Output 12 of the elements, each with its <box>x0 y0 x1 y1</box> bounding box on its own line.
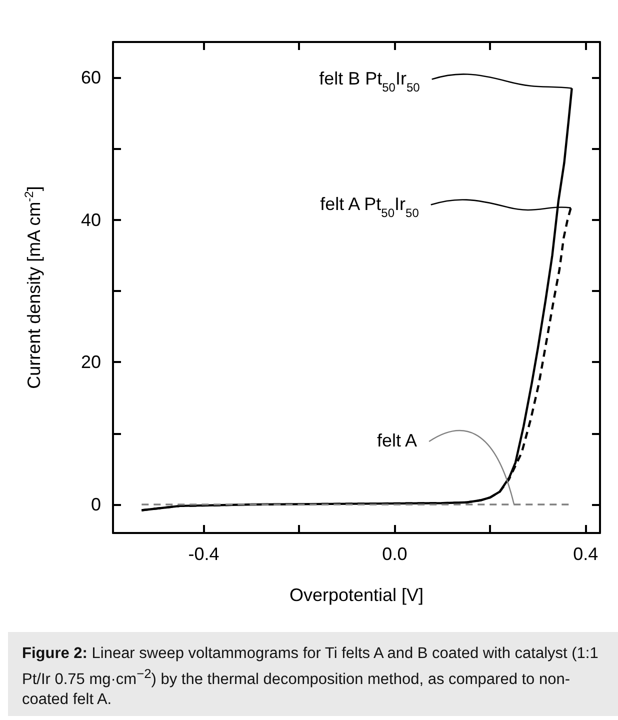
annotation: felt A Pt$_{50}$Ir$_{50}$ <box>320 194 420 220</box>
y-tick-label: 40 <box>80 210 101 230</box>
text: Figure 2: Linear sweep voltammograms for Ti felts A and B coated with catalyst (1:1 Pt/Ir 0.75 mg·cm$^{−2}$) by the thermal decomposition method, as compared to non-coated felt A. <box>22 645 598 708</box>
annotation: felt A <box>377 430 418 451</box>
x-axis-title: Overpotential [V] <box>289 585 424 605</box>
x-tick-label: 0.0 <box>382 544 408 564</box>
y-tick-label: 60 <box>80 68 101 88</box>
y-tick-label: 20 <box>80 352 101 372</box>
x-tick-label: -0.4 <box>188 544 220 564</box>
annotation: felt B Pt$_{50}$Ir$_{50}$ <box>319 68 420 94</box>
x-tick-label: 0.4 <box>573 544 598 564</box>
y-tick-label: 0 <box>90 494 101 515</box>
